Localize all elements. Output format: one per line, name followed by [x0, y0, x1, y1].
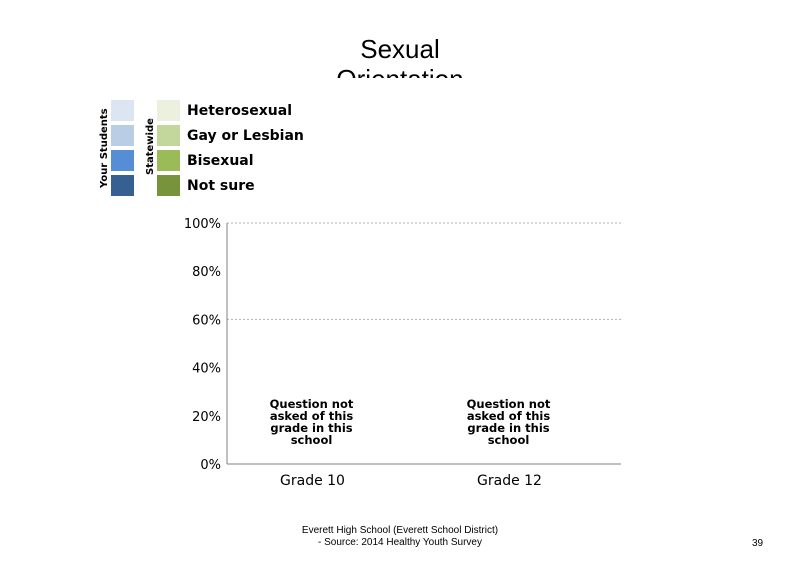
category-note: Question not asked of this grade in this sc… — [467, 397, 551, 447]
legend-swatch-statewide-1 — [157, 125, 180, 146]
y-tick-label: 40% — [192, 362, 221, 377]
y-tick-label: 0% — [200, 458, 221, 473]
legend-swatch-your-students-1 — [111, 125, 134, 146]
page-number: 39 — [752, 538, 764, 549]
y-tick-label: 20% — [192, 410, 221, 425]
legend-swatch-statewide-2 — [157, 150, 180, 171]
category-note: Question not asked of this grade in this sc… — [270, 397, 354, 447]
legend-swatch-statewide-0 — [157, 100, 180, 121]
legend-entry-label: Bisexual — [187, 153, 254, 169]
legend-swatch-statewide-3 — [157, 175, 180, 196]
legend-entry-label: Heterosexual — [187, 103, 292, 119]
y-tick-label: 60% — [192, 313, 221, 328]
footer-school: Everett High School (Everett School Dist… — [301, 525, 499, 536]
legend-swatch-your-students-2 — [111, 150, 134, 171]
y-tick-label: 80% — [192, 265, 221, 280]
footer: Everett High School (Everett School Dist… — [250, 525, 550, 549]
legend-swatch-your-students-0 — [111, 100, 134, 121]
x-tick-label: Grade 10 — [280, 473, 345, 489]
legend-entry-label: Not sure — [187, 178, 255, 194]
footer-source: - Source: 2014 Healthy Youth Survey — [318, 537, 482, 548]
x-tick-label: Grade 12 — [477, 473, 542, 489]
y-tick-label: 100% — [184, 217, 221, 232]
legend-entry-label: Gay or Lesbian — [187, 128, 304, 144]
chart-title: Sexual Orientation — [336, 34, 463, 78]
legend-swatch-your-students-3 — [111, 175, 134, 196]
